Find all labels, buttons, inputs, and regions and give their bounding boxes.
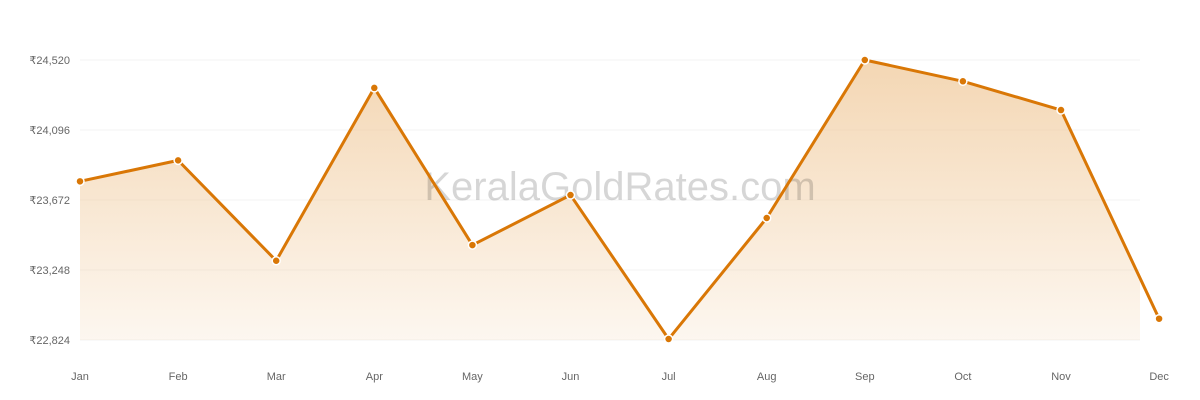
x-tick-label: Dec (1149, 371, 1169, 383)
x-tick-label: Feb (169, 371, 188, 383)
x-tick-label: May (462, 371, 483, 383)
data-point[interactable] (369, 83, 380, 93)
data-point[interactable] (1056, 105, 1066, 115)
data-point[interactable] (860, 55, 870, 65)
y-tick-label: ₹24,096 (29, 125, 70, 137)
data-points (75, 55, 1164, 344)
x-tick-label: Jan (71, 371, 89, 383)
data-point[interactable] (761, 213, 772, 223)
x-tick-label: Oct (954, 371, 971, 383)
data-point[interactable] (1154, 313, 1164, 324)
data-point[interactable] (467, 240, 478, 250)
data-point[interactable] (958, 76, 968, 87)
data-point[interactable] (75, 176, 85, 187)
data-point[interactable] (173, 155, 183, 166)
x-tick-label: Aug (757, 371, 777, 383)
data-point[interactable] (565, 190, 576, 200)
x-tick-label: Sep (855, 371, 875, 383)
x-tick-label: Jul (662, 371, 676, 383)
x-tick-label: Jun (562, 371, 580, 383)
y-tick-label: ₹24,520 (29, 55, 70, 67)
x-tick-label: Mar (267, 371, 286, 383)
y-tick-label: ₹22,824 (29, 335, 70, 347)
x-axis: Jan Feb Mar Apr May Jun Jul Aug Sep Oct Nov Dec (71, 371, 1169, 383)
watermark: KeralaGoldRates.com (424, 165, 815, 209)
y-axis: ₹22,824 ₹23,248 ₹23,672 ₹24,096 ₹24,520 (29, 55, 70, 347)
x-tick-label: Nov (1051, 371, 1071, 383)
data-point[interactable] (663, 334, 674, 344)
y-tick-label: ₹23,672 (29, 195, 70, 207)
data-point[interactable] (271, 256, 281, 266)
x-tick-label: Apr (366, 371, 383, 383)
series-line (79, 58, 1161, 341)
area-fill (80, 60, 1140, 340)
y-tick-label: ₹23,248 (29, 265, 70, 277)
